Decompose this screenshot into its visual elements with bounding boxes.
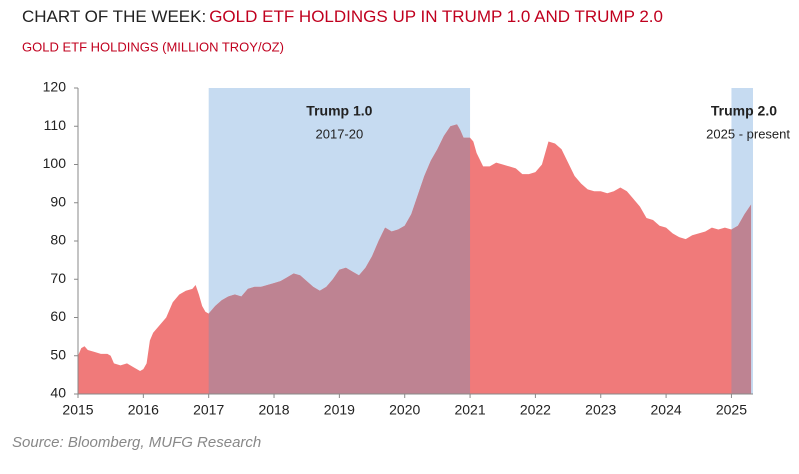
x-tick-label: 2024 <box>651 402 682 418</box>
y-tick-label: 50 <box>50 346 66 362</box>
y-tick-label: 110 <box>44 117 67 133</box>
chart-subtitle: GOLD ETF HOLDINGS (MILLION TROY/OZ) <box>22 39 284 54</box>
x-tick-label: 2018 <box>258 402 289 418</box>
x-tick-label: 2022 <box>520 402 551 418</box>
region-label: Trump 1.0 <box>306 103 372 119</box>
x-tick-label: 2023 <box>585 402 616 418</box>
y-tick-label: 40 <box>50 385 66 401</box>
title-prefix: CHART OF THE WEEK: <box>22 7 206 26</box>
y-tick-label: 80 <box>50 232 66 248</box>
x-tick-label: 2020 <box>389 402 420 418</box>
region-label: Trump 2.0 <box>711 103 777 119</box>
chart-title: CHART OF THE WEEK: GOLD ETF HOLDINGS UP I… <box>22 7 663 26</box>
y-tick-label: 90 <box>50 193 66 209</box>
region-sublabel: 2017-20 <box>316 126 364 141</box>
x-tick-label: 2016 <box>128 402 159 418</box>
y-tick-label: 60 <box>50 308 66 324</box>
y-tick-label: 70 <box>50 270 66 286</box>
x-tick-label: 2017 <box>193 402 224 418</box>
x-tick-label: 2025 <box>716 402 747 418</box>
region-sublabel: 2025 - present <box>706 126 790 141</box>
x-tick-label: 2021 <box>454 402 485 418</box>
y-tick-label: 100 <box>43 155 67 171</box>
x-tick-label: 2019 <box>324 402 355 418</box>
x-tick-label: 2015 <box>62 402 93 418</box>
title-main: GOLD ETF HOLDINGS UP IN TRUMP 1.0 AND TR… <box>209 7 663 26</box>
source-note: Source: Bloomberg, MUFG Research <box>12 434 261 451</box>
y-tick-label: 120 <box>43 79 67 95</box>
